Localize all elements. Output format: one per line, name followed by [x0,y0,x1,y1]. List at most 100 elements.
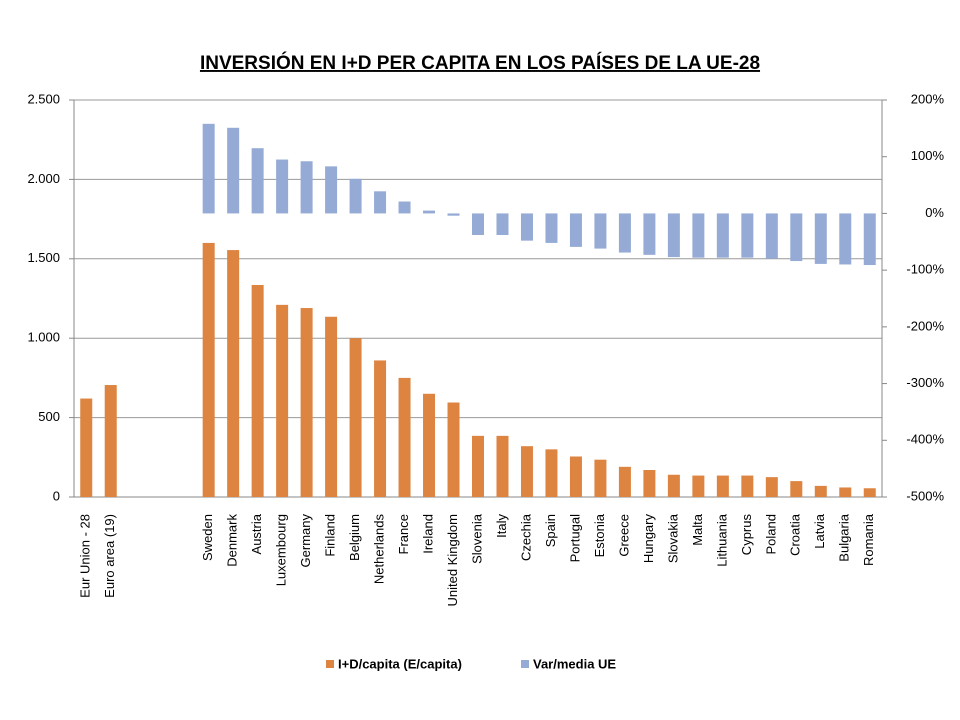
bar [520,213,533,241]
bar [202,123,215,214]
bar [643,470,656,497]
chart-title: INVERSIÓN EN I+D PER CAPITA EN LOS PAÍSE… [200,52,760,74]
bar [692,213,705,258]
legend-swatch [326,660,334,668]
bar [569,456,582,497]
x-tick-label: Euro area (19) [102,514,117,598]
bar [839,213,852,265]
y-tick-label: 0 [53,488,60,503]
y-tick-label: 1.000 [27,330,60,345]
x-tick-label: Ireland [420,514,435,554]
y-tick-label: 2.500 [27,91,60,106]
y2-tick-label: 200% [911,91,945,106]
x-tick-label: Czechia [518,513,533,561]
x-tick-label: Bulgaria [837,513,852,561]
x-tick-label: Malta [690,513,705,546]
bar [765,477,778,497]
legend-swatch [521,660,529,668]
bar [251,285,264,497]
bar [80,398,93,497]
bar [447,213,460,216]
y2-tick-label: 0% [925,205,944,220]
bar [594,213,607,249]
bar [716,475,729,497]
x-tick-label: Italy [494,514,509,538]
bar [839,487,852,497]
y2-tick-label: -200% [906,318,944,333]
bar [618,466,631,497]
bar [276,159,289,214]
x-tick-label: Greece [616,514,631,557]
bar [447,402,460,497]
bar [618,213,631,253]
x-tick-label: Estonia [592,513,607,557]
bar [790,213,803,262]
x-tick-label: Luxembourg [274,514,289,586]
bar [496,435,509,497]
bar [202,242,215,497]
x-tick-label: Portugal [567,514,582,563]
bar [472,213,484,235]
bar [325,166,338,214]
legend-label: I+D/capita (E/capita) [338,656,462,671]
x-tick-label: Slovenia [469,513,484,564]
y-tick-label: 1.500 [27,250,60,265]
bar [667,213,680,258]
bar [520,446,533,497]
bar [423,210,436,214]
bar [227,250,240,497]
bar [863,213,876,266]
bar [814,213,827,264]
x-tick-label: Austria [249,513,264,554]
x-tick-label: Slovakia [665,513,680,563]
x-tick-label: Cyprus [739,514,754,556]
bar [814,485,827,497]
x-tick-label: Lithuania [714,513,729,567]
y-tick-label: 500 [38,409,60,424]
bar [227,127,240,214]
bar [594,459,607,497]
bar [349,338,362,497]
bar [423,393,436,497]
legend-label: Var/media UE [533,656,616,671]
y2-tick-label: -500% [906,488,944,503]
bar [472,435,484,497]
bar [741,213,754,258]
bar [374,360,387,497]
x-tick-label: Eur Union - 28 [78,514,93,598]
x-tick-label: Latvia [812,513,827,548]
bar [496,213,509,235]
x-tick-label: Sweden [200,514,215,561]
bar [863,488,876,497]
bar [374,191,387,214]
bar [692,475,705,497]
bar [545,449,558,497]
x-tick-label: United Kingdom [445,514,460,607]
bar [104,385,117,497]
x-tick-label: France [396,514,411,554]
y-tick-label: 2.000 [27,171,60,186]
bar [741,475,754,497]
bar [765,213,778,259]
bar [667,474,680,497]
x-tick-label: Denmark [225,514,240,567]
y2-tick-label: -400% [906,432,944,447]
bar [398,377,411,497]
x-tick-label: Hungary [641,514,656,564]
x-tick-label: Romania [861,513,876,566]
bar [643,213,656,255]
bar [398,201,411,214]
bar [300,161,313,214]
bar [569,213,582,247]
bar [325,316,338,497]
x-tick-label: Finland [323,514,338,557]
x-tick-label: Belgium [347,514,362,561]
y2-tick-label: -100% [906,262,944,277]
bar [545,213,558,243]
x-tick-label: Netherlands [371,514,386,585]
bar [716,213,729,258]
x-tick-label: Poland [763,514,778,554]
x-tick-label: Spain [543,514,558,547]
bar [790,481,803,497]
